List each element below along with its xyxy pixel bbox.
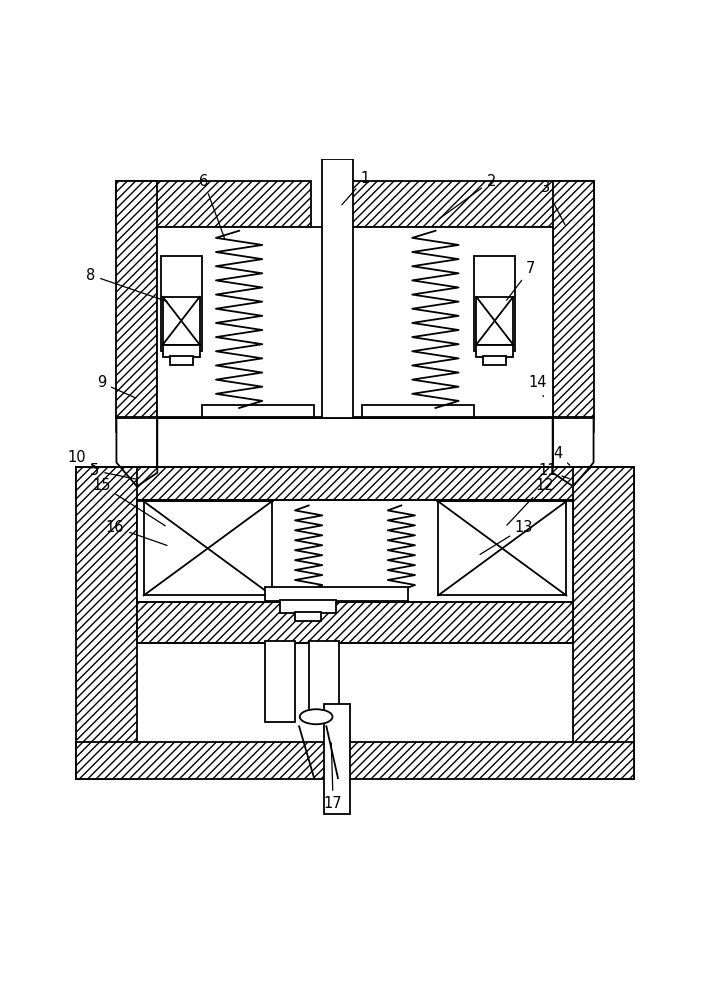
Bar [573,467,635,779]
Polygon shape [552,418,594,486]
Bar [137,500,573,602]
Text: 12: 12 [507,478,554,525]
Bar [362,405,474,417]
Text: 11: 11 [538,463,569,479]
Text: 2: 2 [439,174,496,219]
Bar [265,641,295,722]
Bar [158,418,552,541]
Bar [163,345,200,357]
Bar [324,704,350,814]
Text: 16: 16 [106,520,167,545]
Text: 14: 14 [528,375,547,397]
Bar [116,181,158,418]
Bar [202,405,314,417]
Text: 13: 13 [480,520,533,554]
Text: 8: 8 [86,268,167,301]
Bar [331,181,594,227]
Bar [309,641,339,722]
Text: 5: 5 [90,463,136,479]
Text: 9: 9 [97,375,136,398]
Bar [265,587,408,601]
Bar [75,467,137,779]
Bar [438,501,567,595]
Bar [163,297,200,345]
Text: 7: 7 [507,261,535,300]
Bar [476,297,513,345]
Bar [75,467,635,500]
Text: 4: 4 [554,446,570,465]
Bar [322,159,353,418]
Bar [476,345,513,357]
Bar [170,356,193,365]
Text: 6: 6 [199,174,224,238]
Bar [158,227,552,417]
Text: 15: 15 [92,478,165,526]
Text: 17: 17 [324,743,342,811]
Bar [116,417,195,432]
Bar [280,600,336,613]
Text: 10: 10 [67,450,95,466]
Bar [474,256,515,351]
Bar [295,612,321,621]
Ellipse shape [300,709,332,724]
Bar [515,417,594,432]
Text: 3: 3 [541,180,565,225]
Bar [137,602,573,643]
Bar [116,181,311,227]
Bar [483,356,506,365]
Bar [75,742,635,779]
Bar [160,256,202,351]
Polygon shape [116,418,158,486]
Bar [552,181,594,418]
Text: 1: 1 [342,171,370,205]
Bar [143,501,272,595]
